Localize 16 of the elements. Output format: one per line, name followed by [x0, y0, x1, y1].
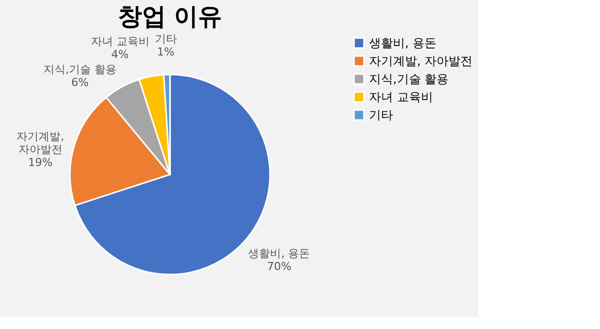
slice-label: 생활비, 용돈 — [248, 246, 310, 260]
slice-label: 기타 — [154, 32, 177, 46]
legend-label: 지식,기술 활용 — [369, 72, 449, 86]
data-label: 19% — [28, 156, 53, 169]
slice-label: 지식,기술 활용 — [43, 62, 116, 76]
legend-label: 자기계발, 자아발전 — [369, 54, 473, 68]
slice-label: 자녀 교육비 — [90, 34, 150, 48]
legend-label: 자녀 교육비 — [369, 90, 433, 104]
data-label: 4% — [111, 48, 129, 61]
chart-title: 창업 이유 — [118, 2, 222, 31]
data-label: 6% — [71, 76, 89, 89]
slice-label: 자기계발, 자아발전 — [16, 130, 64, 156]
data-label: 70% — [266, 260, 292, 273]
data-label: 1% — [157, 46, 174, 59]
legend-label: 생활비, 용돈 — [369, 36, 437, 50]
legend-label: 기타 — [369, 108, 393, 122]
